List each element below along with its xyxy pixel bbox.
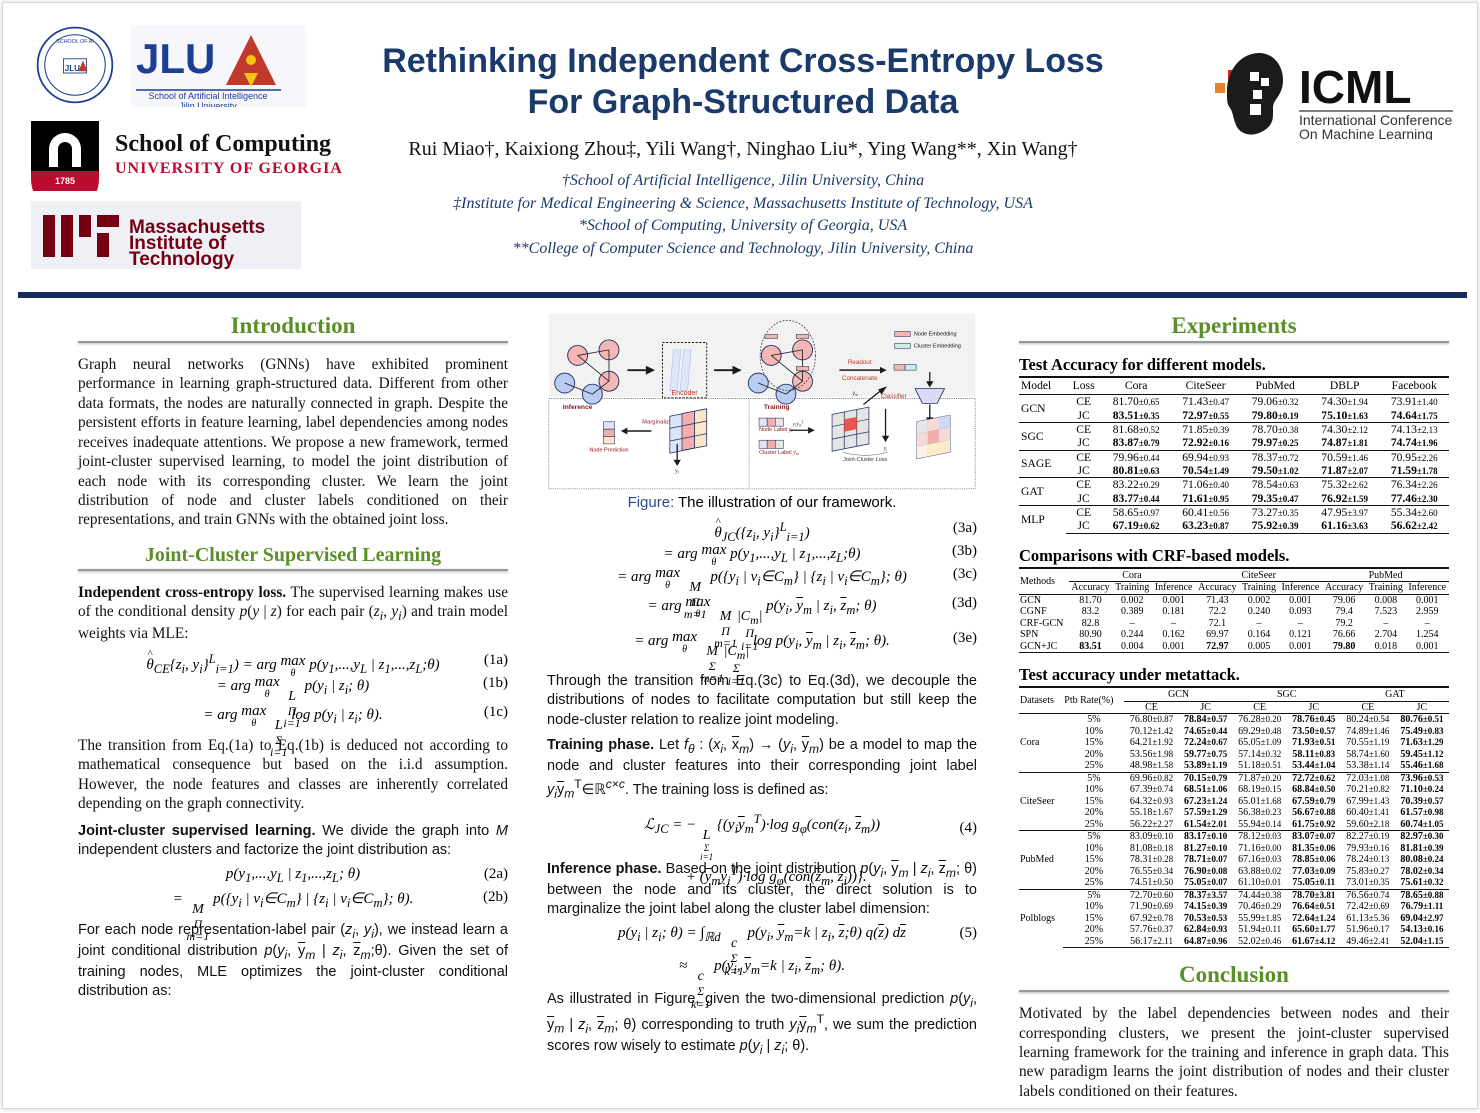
- svg-text:On Machine Learning: On Machine Learning: [1299, 126, 1433, 140]
- svg-text:Node Embedding: Node Embedding: [914, 331, 957, 337]
- svg-text:Encoder: Encoder: [672, 390, 699, 397]
- svg-text:Node Prediction: Node Prediction: [589, 447, 628, 453]
- svg-text:Jilin University: Jilin University: [179, 101, 237, 107]
- svg-text:Joint-Cluster Loss: Joint-Cluster Loss: [843, 457, 887, 463]
- svg-text:Concatenate: Concatenate: [842, 375, 878, 382]
- svg-text:ICML: ICML: [1299, 61, 1411, 113]
- svg-text:Training: Training: [764, 404, 790, 411]
- svg-text:yi: yi: [883, 446, 888, 452]
- svg-text:Inference: Inference: [563, 404, 593, 411]
- svg-text:JLU: JLU: [65, 64, 80, 73]
- svg-text:Readout: Readout: [848, 359, 872, 366]
- svg-text:Node Label yi: Node Label yi: [759, 427, 793, 433]
- svg-text:JLU: JLU: [136, 35, 215, 82]
- svg-text:1785: 1785: [55, 176, 75, 186]
- svg-text:School of Computing: School of Computing: [115, 131, 331, 157]
- svg-text:SCHOOL OF AI: SCHOOL OF AI: [56, 39, 93, 45]
- svg-text:Technology: Technology: [129, 249, 235, 269]
- svg-text:Cluster Label ȳm: Cluster Label ȳm: [759, 449, 799, 456]
- svg-text:Classifier: Classifier: [881, 393, 907, 400]
- svg-text:Cluster Embedding: Cluster Embedding: [914, 343, 961, 349]
- svg-text:Marginalize: Marginalize: [642, 420, 673, 426]
- svg-text:School of Artificial Intellige: School of Artificial Intelligence: [148, 91, 267, 101]
